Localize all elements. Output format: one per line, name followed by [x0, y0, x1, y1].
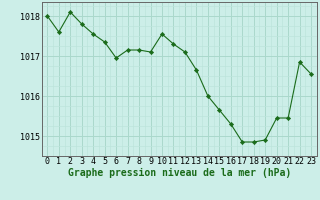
X-axis label: Graphe pression niveau de la mer (hPa): Graphe pression niveau de la mer (hPa) [68, 168, 291, 178]
